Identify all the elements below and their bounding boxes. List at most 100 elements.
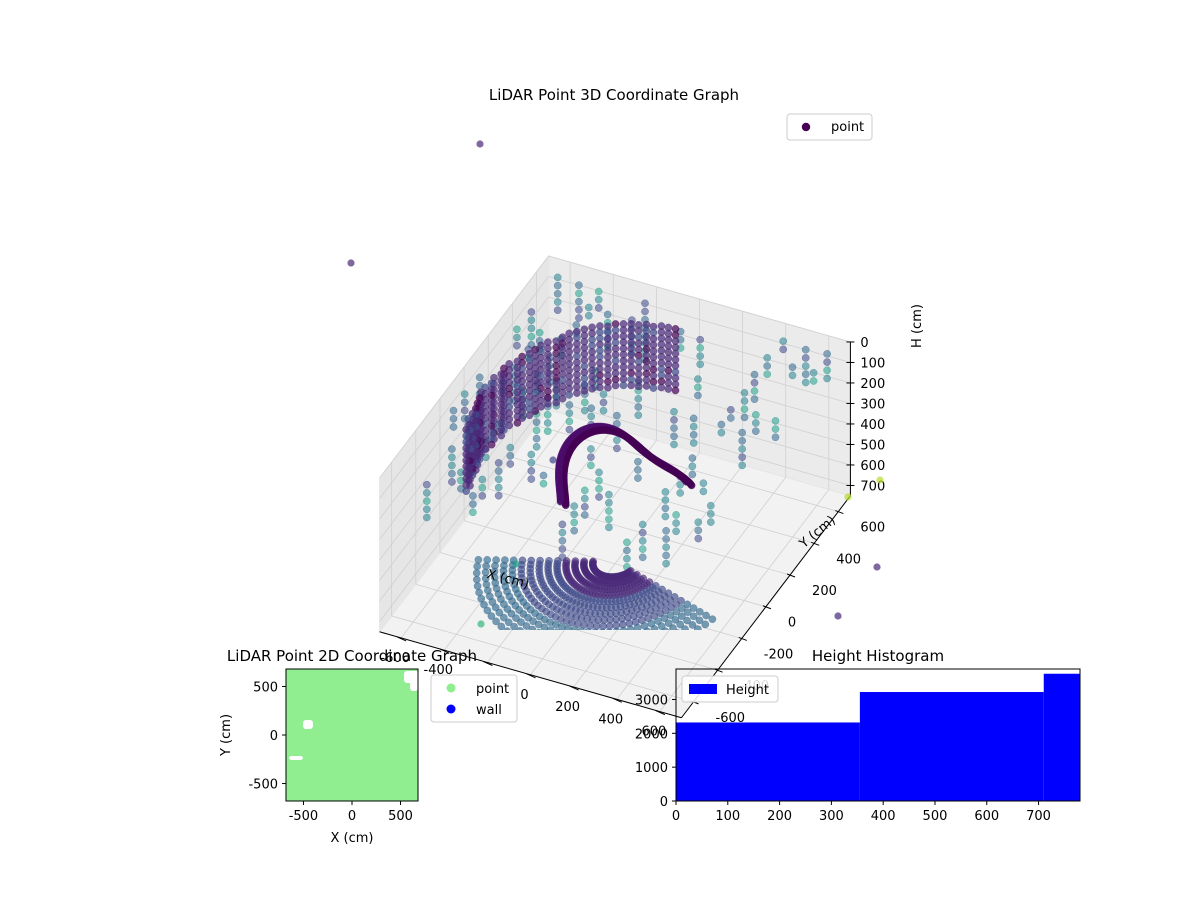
column-point [605,523,613,532]
floor-ring-point [483,606,492,615]
column-point [587,404,596,413]
wall-point [573,389,581,397]
column-point [809,377,818,385]
x-tick-label: -400 [424,663,454,678]
floor-ring-point [528,625,537,630]
floor-ring-point [657,622,666,630]
column-point [595,468,603,477]
column-point [469,492,477,500]
column-point [751,427,760,436]
column-point [750,395,759,404]
column-point [662,535,670,543]
scatter3d-title: LiDAR Point 3D Coordinate Graph [489,86,739,104]
column-point [634,474,642,482]
x-tick-label: 200 [555,700,580,715]
histogram-legend: Height [681,675,779,703]
column-point [535,328,544,337]
floor-ring-point [474,555,483,564]
y-tick [762,605,772,610]
outlier-point [873,563,881,571]
column-point [699,479,708,488]
z-tick-label: 300 [860,397,885,412]
floor-ring-point [702,611,710,620]
floor-ring-point [701,620,710,629]
column-point [460,390,469,398]
column-point [696,335,705,344]
column-point [575,297,583,306]
column-point [575,305,583,314]
x-tick [526,673,536,679]
wall-point [671,386,680,395]
grid-side-z [379,255,549,479]
column-point [634,394,643,403]
column-point [595,493,603,501]
column-point [449,423,458,431]
column-point [688,470,697,479]
outlier-point [834,612,842,620]
y-tick-label: 0 [270,729,278,744]
column-point [460,406,469,415]
column-point [694,518,703,527]
column-point [599,390,608,399]
histogram-axes: 0 100 200 300 400 500 600 700 0 1000 2000 3000 [635,693,1051,824]
column-point [738,428,747,437]
floor-ring-point [554,628,561,630]
floor-ring-point [683,616,691,625]
floor-ring-point [678,604,686,613]
column-point [539,479,548,488]
column-point [740,405,749,414]
floor-ring-point [480,600,488,609]
column-point [587,412,596,421]
y-tick [714,668,723,673]
floor-ring-point [619,626,628,630]
column-point [595,476,603,485]
column-point [594,304,603,312]
ribbon-point [561,501,570,510]
column-point [738,461,747,470]
column-point [638,545,647,553]
column-point [634,466,642,474]
floor-ring-point [510,622,518,630]
column-point [750,387,759,395]
column-point [688,454,697,462]
column-point [801,370,810,379]
column-point [527,467,536,475]
x-tick-label: 600 [974,809,999,824]
column-point [448,478,456,486]
histogram-bar [676,722,860,801]
column-point [532,426,541,435]
y-tick-label: -600 [716,711,746,726]
column-point [448,445,456,453]
column-point [565,417,574,426]
floor-ring-point [681,625,689,630]
scatter3d-legend: point [786,113,873,141]
scatter3d-legend-marker-point [801,122,811,132]
column-point [661,496,670,504]
x-tick [569,685,579,691]
column-point [506,451,515,460]
x-tick-label: 400 [871,809,896,824]
wall-point [462,487,471,496]
histogram-legend-frame [681,675,779,703]
floor-ring-point [503,627,511,630]
column-point [475,373,484,382]
floor-ring-point [671,615,680,624]
column-point [527,324,536,333]
outlier-point [476,140,484,148]
x-tick [612,697,622,703]
column-point [634,403,643,411]
column-point [823,358,831,366]
column-point [638,520,647,529]
floor-ring-point [669,624,677,630]
column-point [661,488,670,496]
outlier-point [844,493,852,501]
column-point [570,502,579,510]
floor-ring-point [516,626,524,630]
column-point [553,281,562,290]
column-point [448,453,456,462]
column-point [623,554,631,563]
grid-side-z [379,399,549,622]
column-point [605,515,613,524]
column-point [717,428,726,437]
column-point [422,513,431,522]
